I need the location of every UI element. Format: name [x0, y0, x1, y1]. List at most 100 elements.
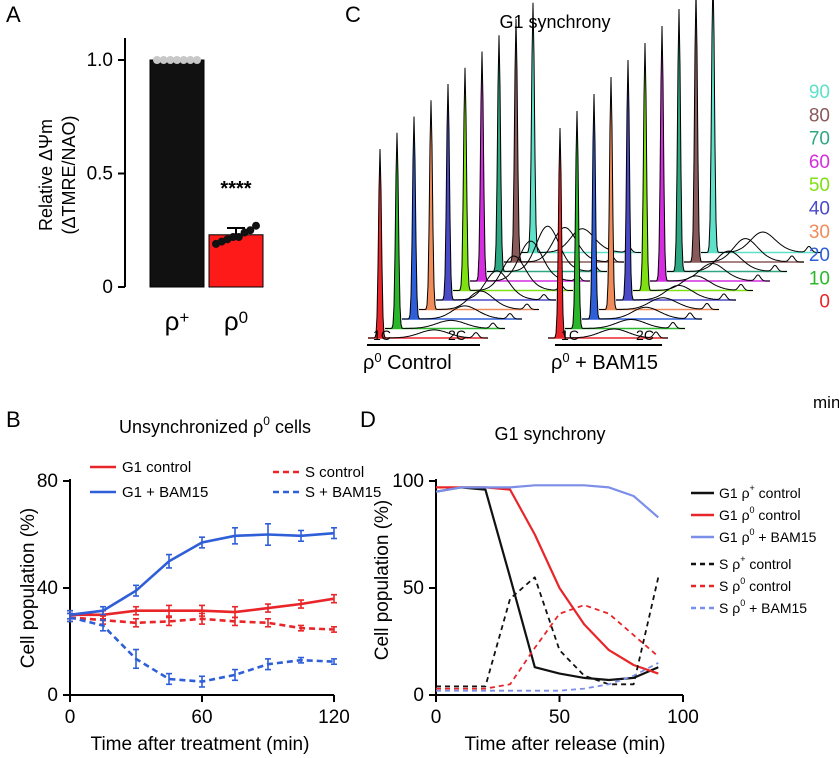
panel-b-y-tick-label: 40: [37, 578, 58, 599]
panel-d-legend-label: S ρ0 control: [719, 576, 791, 594]
histogram-peak-fill: [548, 128, 575, 338]
histogram-trace: [402, 116, 522, 320]
histogram-peak-fill: [470, 51, 497, 281]
histogram-peak-fill: [599, 77, 626, 310]
histogram-peak-fill: [565, 111, 592, 329]
panel-d-series-line: [435, 484, 660, 519]
panel-a-data-point: [173, 56, 181, 64]
panel-b-x-tick-label: 60: [191, 707, 212, 728]
panel-c-group-label-sup: 0: [374, 350, 381, 365]
panel-b-x-tick-label: 120: [318, 707, 350, 728]
panel-d-title: G1 synchrony: [494, 424, 605, 444]
panel-c-group-label-suffix: Control: [382, 352, 452, 374]
panel-a-data-point: [153, 56, 161, 64]
histogram-peak-fill: [402, 116, 429, 319]
histogram-peak-fill: [504, 19, 531, 262]
panel-b-y-tick-label: 80: [37, 471, 58, 492]
panel-d-legend-label-base: S ρ: [719, 556, 740, 572]
panel-d-legend-label-base: G1 ρ: [719, 485, 750, 501]
panel-c-group-label-sup: 0: [562, 350, 569, 365]
panel-a-bar-chart: Relative ΔΨm (ΔTMRE/NAO) 00.51.0 **** ρ+…: [36, 38, 264, 336]
panel-d-legend-label-suffix: control: [745, 578, 791, 594]
panel-a-data-point: [186, 56, 195, 64]
panel-a-data-point: [252, 221, 260, 230]
panel-a-x-label: ρ+: [165, 306, 190, 336]
panel-a-ylabel-line1: Relative ΔΨm: [36, 119, 56, 231]
panel-b-legend-label: G1 control: [122, 459, 191, 476]
panel-a-y-axis: 0 0.5 1.0: [87, 38, 126, 298]
panel-d-line-chart: G1 synchrony Cell population (%) Time af…: [372, 424, 817, 755]
panel-a-data-point: [166, 56, 175, 64]
histogram-peak-fill: [701, 0, 728, 253]
panel-d-legend-label-suffix: control: [755, 485, 801, 501]
panel-b-x-tick-label: 0: [65, 707, 76, 728]
panel-d-legend-label-base: G1 ρ: [719, 529, 750, 545]
histogram-peak-fill: [419, 100, 446, 310]
histogram-trace: [453, 67, 573, 291]
panel-b-title-sup: 0: [263, 414, 270, 428]
panel-d-y-tick-label: 100: [392, 471, 424, 492]
panel-c-group-label: ρ0 + BAM15: [551, 350, 658, 374]
panel-c-axis-1c: 1C: [373, 327, 391, 343]
panel-c-group-label-suffix: + BAM15: [570, 352, 658, 374]
histogram-peak-fill: [487, 35, 514, 272]
panel-b-title: Unsynchronized ρ0 cells: [119, 414, 311, 437]
panel-a-y-tick-label: 0.5: [87, 164, 113, 185]
panel-b-xlabel: Time after treatment (min): [91, 734, 310, 755]
panel-d-legend-label: G1 ρ+ control: [719, 483, 801, 501]
panel-d-x-tick-label: 0: [431, 707, 442, 728]
panel-d-legend-label-base: S ρ: [719, 578, 740, 594]
histogram-trace: [385, 132, 505, 329]
histogram-trace: [582, 93, 702, 320]
panel-d-plot-area: 0 50 100 0 50 100: [392, 471, 699, 728]
histogram-trace: [548, 127, 668, 339]
histogram-trace: [684, 0, 804, 263]
panel-a-data-point: [234, 233, 243, 242]
histogram-peak-fill: [453, 67, 480, 291]
timepoint-legend-label: 10: [809, 268, 830, 289]
panel-a-data-point: [246, 226, 255, 235]
panel-a-x-label-base: ρ: [165, 306, 180, 336]
panel-b-title-suffix: cells: [270, 417, 311, 437]
timepoint-legend-label: 40: [809, 199, 830, 220]
panel-d-legend-label-suffix: + BAM15: [745, 600, 807, 616]
panel-d-legend-label-suffix: control: [745, 556, 791, 572]
histogram-peak-fill: [582, 94, 609, 319]
panel-d-ylabel: Cell population (%): [372, 500, 393, 661]
panel-d-y-tick-label: 50: [403, 578, 424, 599]
panel-d-legend-label-base: G1 ρ: [719, 507, 750, 523]
panel-a-x-label-base: ρ: [224, 306, 239, 336]
histogram-trace: [436, 83, 556, 301]
histogram-peak-fill: [650, 26, 677, 281]
panel-a-data-point: [193, 56, 201, 64]
histogram-trace: [368, 148, 488, 339]
panel-a-bars: [149, 56, 264, 288]
histogram-trace: [419, 100, 539, 311]
histogram-trace: [487, 35, 607, 272]
timepoint-legend-label: 50: [809, 175, 830, 196]
panel-a-ylabel-line2: (ΔTMRE/NAO): [59, 115, 79, 234]
panel-d-xlabel: Time after release (min): [465, 734, 666, 755]
histogram-peak-fill: [385, 132, 412, 329]
panel-d-legend-label-sup: 0: [740, 598, 745, 608]
panel-letter-b: B: [6, 407, 21, 432]
histogram-peak-fill: [684, 0, 711, 262]
timepoint-legend-label: 20: [809, 245, 830, 266]
panel-b-legend-label: G1 + BAM15: [122, 484, 208, 501]
panel-b-y-tick-label: 0: [47, 685, 58, 706]
panel-d-series-line: [436, 486, 659, 675]
histogram-peak-fill: [521, 2, 548, 253]
histogram-trace: [521, 2, 641, 253]
panel-c-axis-2c: 2C: [636, 327, 654, 343]
panel-d-legend-label-sup: +: [750, 483, 755, 493]
timepoint-legend-label: 60: [809, 152, 830, 173]
histogram-stack-control: [368, 2, 641, 339]
panel-a-significance-stars: ****: [220, 178, 251, 200]
timepoint-legend-label: 0: [819, 292, 830, 313]
timepoint-legend-label: 80: [809, 105, 830, 126]
panel-letter-a: A: [6, 2, 21, 27]
histogram-peak-fill: [667, 9, 694, 272]
panel-a-bar: [149, 59, 205, 288]
